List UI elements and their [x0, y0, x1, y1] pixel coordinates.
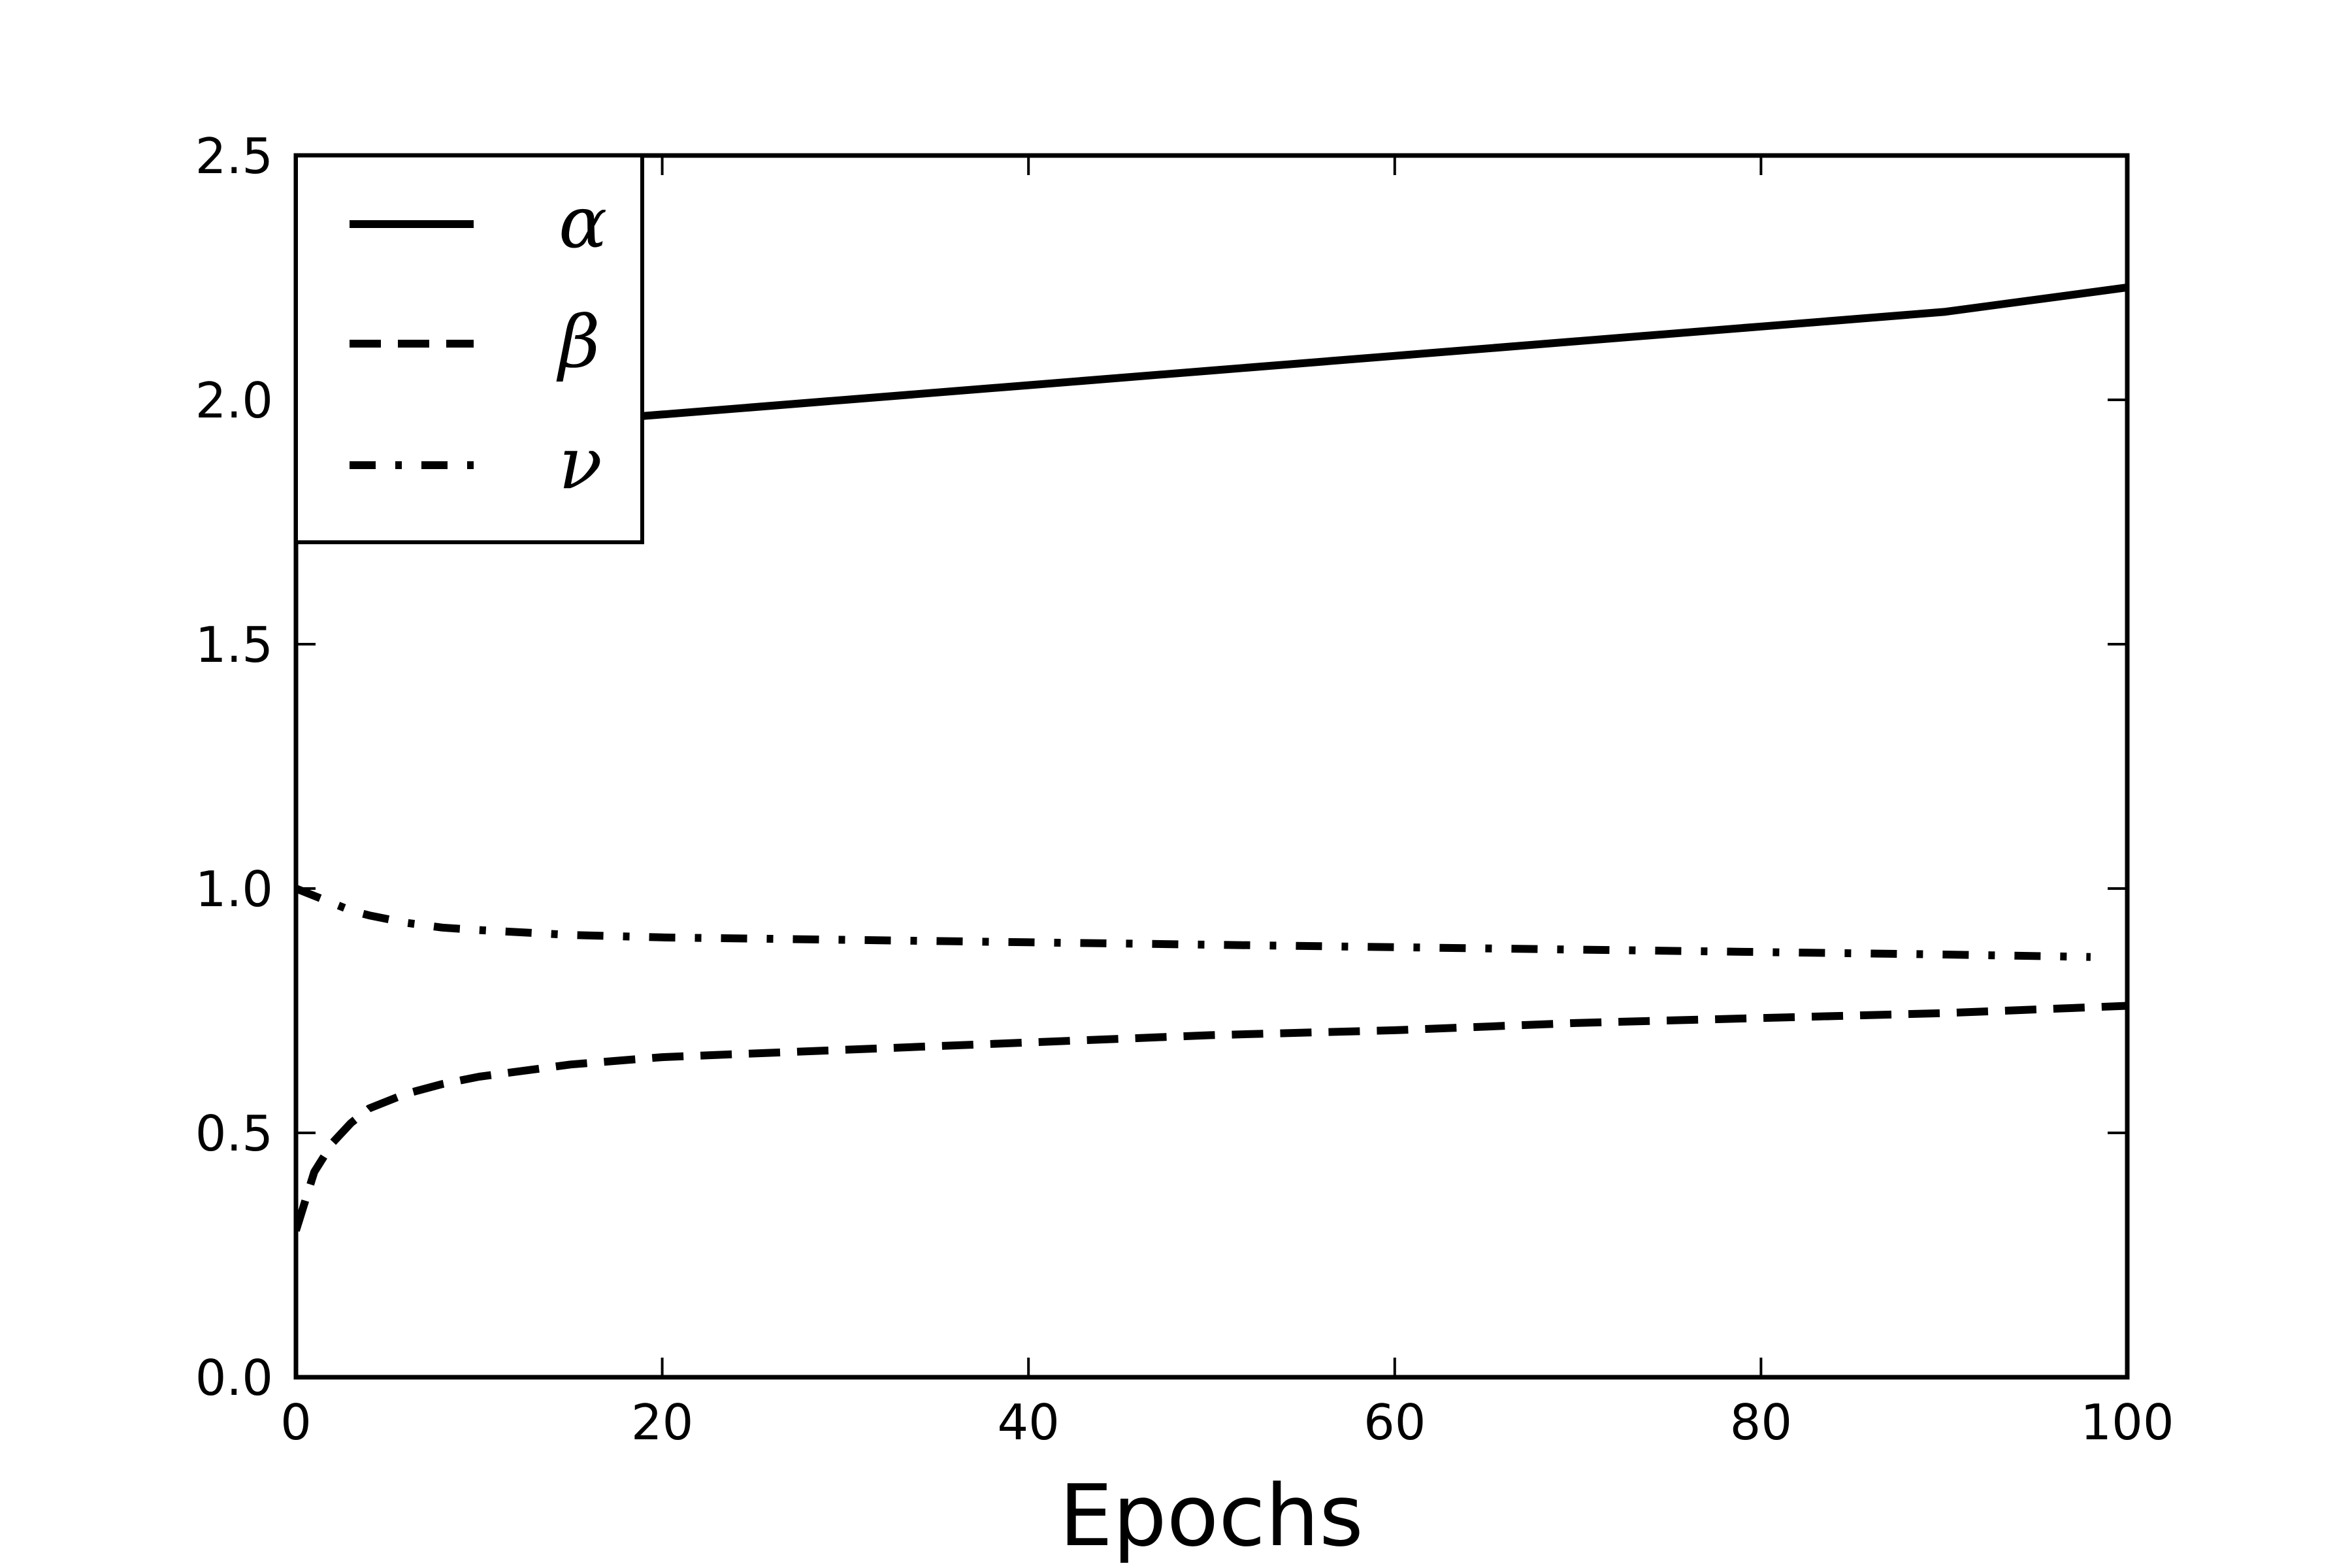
tick-labels-layer: 0 20 40 60 80 100 0.0 0.5 1.0 1.5 2.0 2.5 — [195, 127, 2174, 1451]
legend-box — [294, 154, 644, 544]
y-tick-label: 0.0 — [195, 1349, 273, 1407]
x-tick-label: 20 — [631, 1394, 693, 1451]
legend-label-1: α — [559, 180, 607, 264]
legend-label-2: β — [556, 300, 600, 384]
x-axis-label: Epochs — [1059, 1466, 1364, 1565]
x-tick-label: 100 — [2080, 1394, 2174, 1451]
series-line-3 — [296, 885, 2091, 961]
plot-frame — [293, 153, 2130, 1380]
series-line-2 — [296, 1002, 2127, 1232]
y-tick-label: 1.5 — [195, 616, 273, 674]
legend-label-3: ν — [559, 421, 602, 505]
legend: αβν — [294, 154, 644, 544]
y-tick-label: 2.0 — [195, 372, 273, 429]
x-tick-label: 80 — [1730, 1394, 1792, 1451]
legend-entries: αβν — [350, 180, 607, 505]
x-tick-label: 40 — [997, 1394, 1059, 1451]
y-tick-label: 0.5 — [195, 1105, 273, 1162]
x-tick-label: 0 — [280, 1394, 312, 1451]
y-tick-label: 2.5 — [195, 127, 273, 185]
y-tick-label: 1.0 — [195, 860, 273, 918]
x-tick-label: 60 — [1364, 1394, 1426, 1451]
